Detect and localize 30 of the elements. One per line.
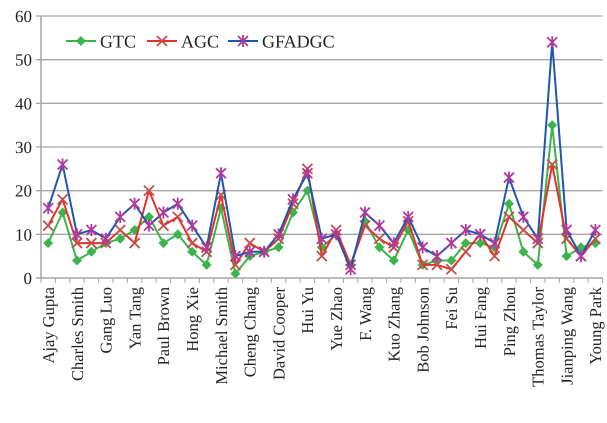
legend-label: GFADGC <box>262 31 335 52</box>
x-tick-label: Kuo Zhang <box>384 287 404 362</box>
x-tick-label: Cheng Chang <box>240 287 260 378</box>
x-tick-label: Hui Yu <box>298 287 318 334</box>
x-tick-label: Young Park <box>586 286 606 365</box>
x-tick-label: Gang Luo <box>96 287 116 354</box>
y-tick-label: 40 <box>15 94 32 114</box>
x-tick-label: F. Wang <box>356 287 375 341</box>
x-tick-label: Yue Zhao <box>326 287 346 351</box>
y-tick-label: 60 <box>15 6 32 26</box>
x-tick-label: Hui Fang <box>470 287 490 349</box>
x-tick-label: Paul Brown <box>154 287 174 366</box>
legend-label: GTC <box>100 31 136 52</box>
legend-label: AGC <box>181 31 220 52</box>
y-tick-label: 10 <box>15 225 32 244</box>
x-tick-label: Bob Johnson <box>413 287 432 373</box>
x-tick-label: Michael Smith <box>212 286 231 385</box>
x-tick-label: Fei Su <box>442 287 462 330</box>
y-tick-label: 30 <box>15 138 32 157</box>
x-tick-label: David Cooper <box>269 286 288 380</box>
y-tick-label: 50 <box>15 50 32 70</box>
x-tick-label: Jianping Wang <box>557 287 576 385</box>
x-tick-label: Ping Zhou <box>500 287 519 356</box>
x-tick-label: Thomas Taylor <box>528 286 548 387</box>
x-tick-label: Ajay Gupta <box>38 286 58 364</box>
y-tick-label: 0 <box>24 268 32 288</box>
x-tick-label: Charles Smith <box>68 286 87 381</box>
y-tick-label: 20 <box>15 182 32 201</box>
x-tick-label: Hong Xie <box>182 287 202 352</box>
x-tick-label: Yan Tang <box>125 287 144 350</box>
